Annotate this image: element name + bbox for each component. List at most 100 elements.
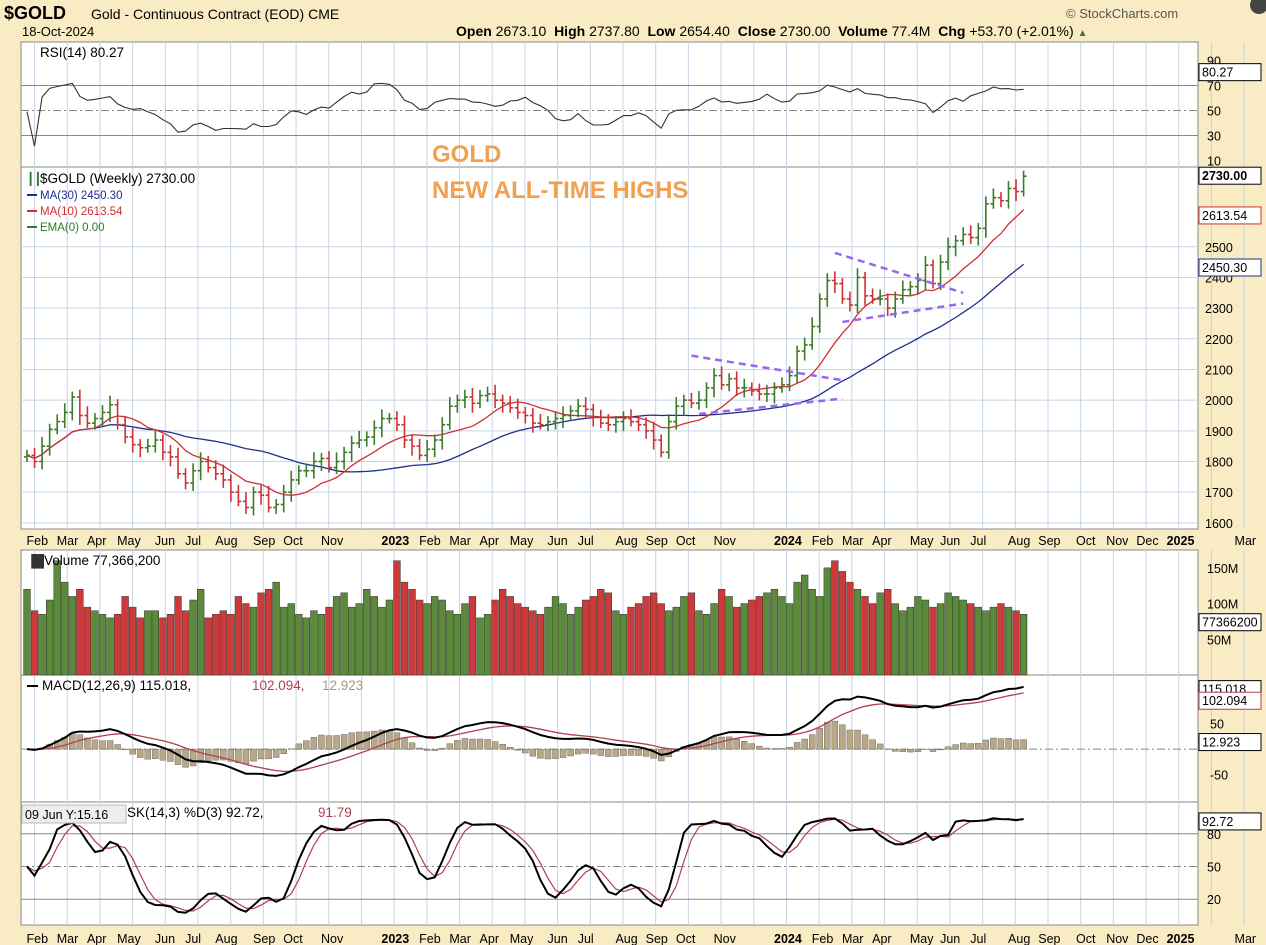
volume-bar (559, 603, 567, 676)
x-tick-label: Mar (842, 534, 864, 548)
macd-hist-bar (378, 729, 386, 750)
volume-bar (551, 596, 560, 676)
open-value: 2673.10 (495, 23, 547, 39)
macd-hist-bar (325, 735, 333, 750)
rsi-tick-label: 30 (1207, 130, 1221, 144)
x-tick-label: Jul (578, 932, 594, 945)
stoch-tag-box (1198, 812, 1262, 831)
ohlc-bar (137, 439, 144, 458)
ohlc-bar (620, 411, 627, 432)
stoch-legend: SK(14,3) %D(3) 92.72, (127, 805, 264, 820)
volume-bar (778, 596, 786, 676)
ohlc-bar (386, 413, 393, 424)
ma10-line (26, 209, 1025, 496)
pattern-trendline (691, 354, 843, 382)
rsi-tag: 80.27 (1202, 66, 1233, 80)
settings-icon[interactable] (1250, 0, 1266, 14)
volume-bar (914, 596, 922, 676)
x-tick-label: Nov (1106, 534, 1129, 548)
ohlc-bar (801, 337, 808, 361)
ohlc-bar (99, 405, 106, 427)
x-tick-label: Sep (253, 534, 275, 548)
macd-hist-bar (189, 748, 197, 767)
volume-bar (944, 592, 952, 676)
volume-bar (348, 606, 356, 676)
x-tick-label: Feb (27, 534, 49, 548)
volume-bar (76, 589, 84, 676)
price-tick-label: 1900 (1205, 425, 1233, 439)
ohlc-bar (356, 430, 363, 449)
ohlc-bar (107, 395, 114, 422)
macd-hist-bar (159, 748, 167, 761)
ohlc-bar (529, 408, 536, 433)
ohlc-bar (31, 448, 38, 468)
macd-hist-bar (627, 748, 635, 756)
macd-hist-bar (997, 738, 1005, 750)
macd-hist-bar (635, 748, 642, 756)
macd-hist-bar (869, 739, 876, 750)
ohlc-bar (741, 378, 748, 398)
volume-bar (574, 606, 582, 676)
ohlc-bar (990, 188, 997, 209)
stockcharts-brand[interactable]: © StockCharts.com (1066, 6, 1179, 21)
macd-hist-bar (846, 729, 854, 750)
macd-hist-bar (861, 734, 869, 750)
ohlc-bar (937, 254, 944, 291)
volume-bar (189, 599, 197, 676)
ohlc-bar (854, 268, 861, 314)
volume-bar (355, 603, 363, 676)
volume-bar (612, 610, 620, 676)
volume-bar (113, 614, 122, 676)
ohlc-bar (862, 271, 869, 306)
macd-hist-bar (907, 748, 914, 753)
price-tick-label: 2300 (1205, 302, 1233, 316)
x-tick-label: May (117, 534, 141, 548)
ohlc-bar (809, 317, 816, 350)
x-tick-label: Mar (842, 932, 864, 945)
volume-bar (733, 606, 741, 676)
volume-bar (816, 596, 824, 676)
volume-bar (1012, 610, 1020, 676)
ohlc-bar (469, 387, 476, 413)
x-tick-label: Jul (578, 534, 594, 548)
x-tick-label: Nov (321, 534, 344, 548)
macd-line (26, 685, 1024, 777)
ohlc-bar (280, 484, 287, 513)
ma10-legend: MA(10) 2613.54 (40, 206, 123, 218)
volume-bar (121, 596, 129, 676)
macd-hist-bar (544, 748, 552, 760)
macd-hist-bar (748, 743, 755, 750)
volume-bar (310, 610, 318, 676)
volume-bar (295, 614, 303, 676)
x-tick-label: Nov (1106, 932, 1129, 945)
volume-bar (974, 606, 982, 676)
volume-bar (340, 592, 348, 676)
macd-hist-bar (824, 722, 831, 750)
x-tick-label: Aug (215, 534, 237, 548)
macd-hist-bar (491, 741, 499, 750)
annotation-new-highs: NEW ALL-TIME HIGHS (432, 177, 688, 204)
x-tick-label: May (910, 534, 934, 548)
volume-tag: 77366200 (1202, 616, 1258, 630)
volume-bar (521, 606, 529, 676)
x-tick-label: Mar (449, 534, 471, 548)
volume-bar (446, 610, 454, 676)
volume-bar (634, 603, 643, 676)
ohlc-bar (295, 465, 302, 485)
macd-hist-bar (91, 739, 99, 750)
volume-bar (823, 567, 831, 676)
x-tick-label: Jun (155, 932, 175, 945)
x-tick-label: Oct (1076, 534, 1096, 548)
ohlc-bar (522, 406, 529, 424)
macd-hist-bar (265, 748, 272, 760)
x-tick-label: Jul (185, 534, 201, 548)
macd-legend-hist: 12.923 (322, 678, 363, 693)
ma30-tag-box (1198, 258, 1262, 277)
volume-bar (763, 592, 771, 676)
volume-bar (491, 599, 499, 676)
x-tick-label: May (117, 932, 141, 945)
macd-hist-bar (590, 748, 597, 755)
macd-hist-bar (567, 748, 574, 757)
macd-hist-bar (960, 742, 967, 750)
macd-hist-bar (552, 748, 559, 759)
